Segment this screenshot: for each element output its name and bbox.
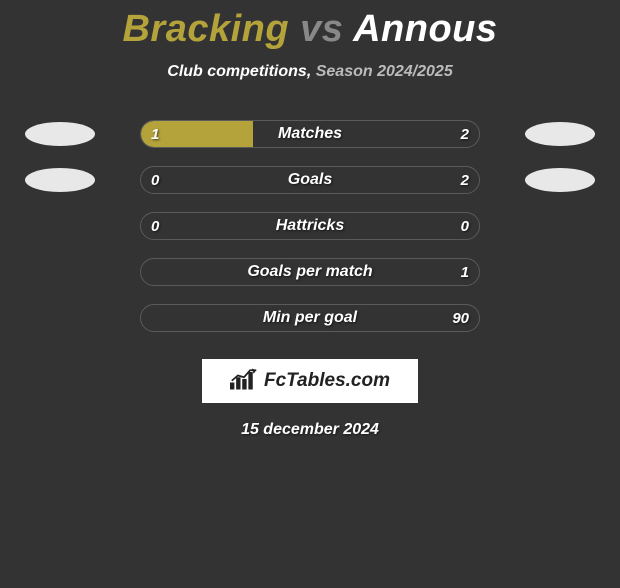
title-vs: vs xyxy=(300,8,343,50)
stat-row: Goals0 2 xyxy=(0,157,620,203)
stat-value-left xyxy=(141,259,161,285)
stat-label: Goals xyxy=(141,167,479,193)
stat-value-right: 2 xyxy=(451,121,479,147)
stat-row: Goals per match1 xyxy=(0,249,620,295)
comparison-chart: Matches12Goals02Hattricks00Goals per mat… xyxy=(0,111,620,341)
player2-badge xyxy=(525,122,595,146)
title-player2: Annous xyxy=(353,8,497,50)
stat-label: Hattricks xyxy=(141,213,479,239)
stat-bar-track: Hattricks0 0 xyxy=(140,212,480,240)
player1-badge xyxy=(25,168,95,192)
stat-value-right: 2 xyxy=(451,167,479,193)
page-title: Bracking vs Annous xyxy=(0,8,620,51)
stat-bar-track: Min per goal90 xyxy=(140,304,480,332)
stat-value-right: 90 xyxy=(442,305,479,331)
stat-value-left: 1 xyxy=(141,121,169,147)
subtitle: Club competitions, Season 2024/2025 xyxy=(0,63,620,81)
stat-row: Hattricks0 0 xyxy=(0,203,620,249)
stat-value-right: 0 xyxy=(451,213,479,239)
brand-text: FcTables.com xyxy=(264,370,390,392)
stat-label: Matches xyxy=(141,121,479,147)
stat-row: Min per goal90 xyxy=(0,295,620,341)
stat-label: Min per goal xyxy=(141,305,479,331)
subtitle-season: Season 2024/2025 xyxy=(316,63,453,80)
date-label: 15 december 2024 xyxy=(0,421,620,439)
stat-label: Goals per match xyxy=(141,259,479,285)
stat-bar-track: Matches1 2 xyxy=(140,120,480,148)
stat-value-left: 0 xyxy=(141,213,169,239)
stat-bar-track: Goals0 2 xyxy=(140,166,480,194)
subtitle-main: Club competitions, xyxy=(167,63,311,80)
stat-bar-track: Goals per match1 xyxy=(140,258,480,286)
player2-badge xyxy=(525,168,595,192)
stat-value-right: 1 xyxy=(451,259,479,285)
chart-icon xyxy=(230,368,258,395)
brand-badge: FcTables.com xyxy=(202,359,418,403)
stat-value-left xyxy=(141,305,161,331)
stat-row: Matches1 2 xyxy=(0,111,620,157)
player1-badge xyxy=(25,122,95,146)
title-player1: Bracking xyxy=(122,8,289,50)
stat-value-left: 0 xyxy=(141,167,169,193)
